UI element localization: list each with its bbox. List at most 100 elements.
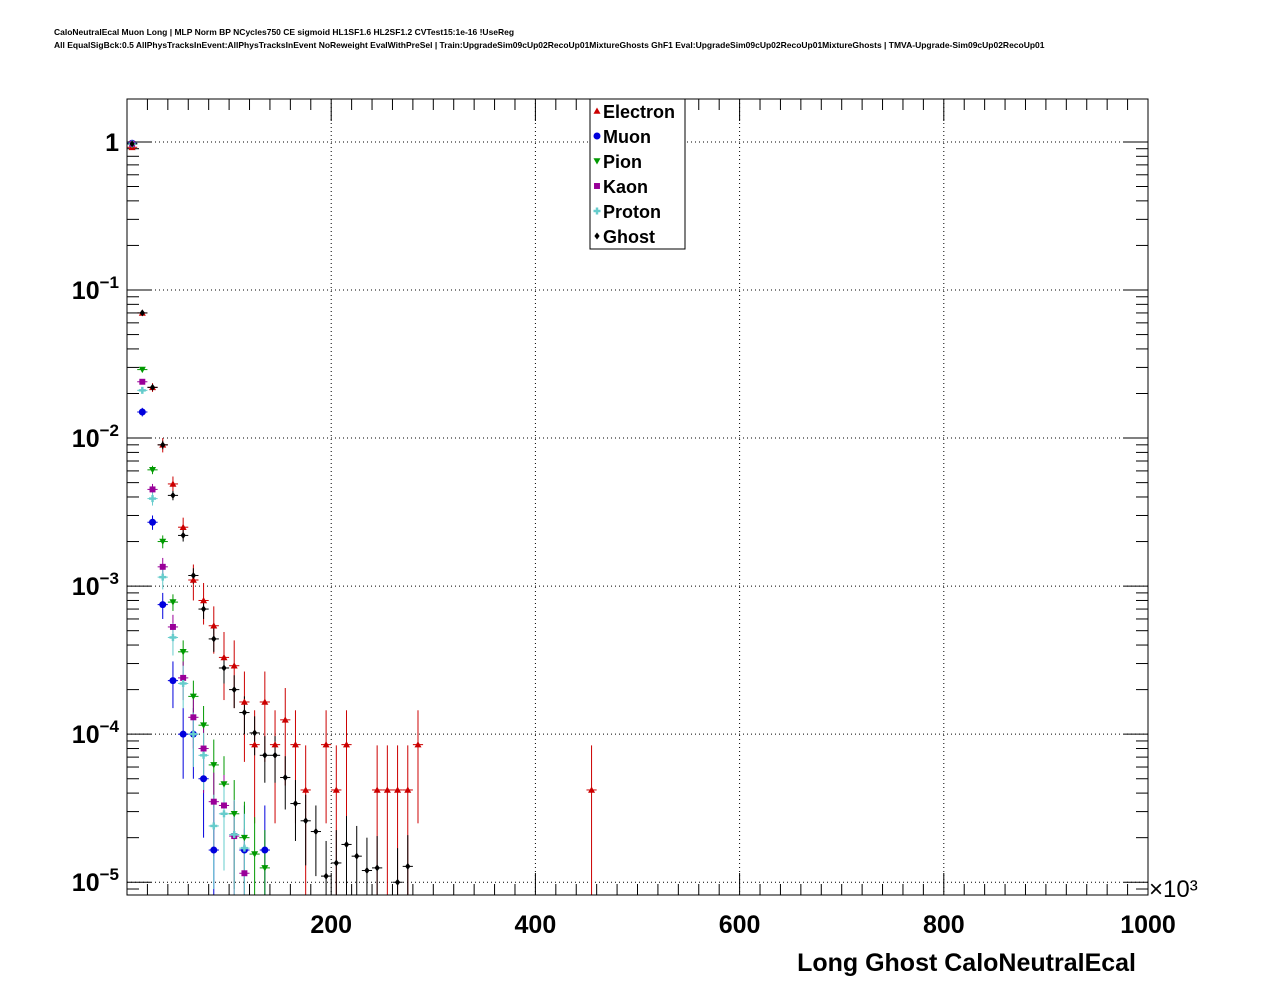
y-tick-label: 10−1 [72, 273, 119, 305]
chart-header-line2: All EqualSigBck:0.5 AllPhysTracksInEvent… [54, 40, 1045, 50]
y-tick-labels: 1 10−1 10−2 10−3 10−4 10−5 [72, 129, 120, 897]
legend-marker-kaon [594, 183, 600, 189]
ghost-point [292, 800, 299, 808]
y-tick-label: 1 [105, 129, 119, 157]
pion-point [159, 538, 167, 546]
legend-label-muon: Muon [603, 127, 651, 147]
electron-point [179, 523, 187, 531]
proton-point [220, 810, 228, 818]
legend-label-ghost: Ghost [603, 227, 655, 247]
electron-point [251, 741, 259, 748]
kaon-point [180, 674, 187, 681]
x-tick-labels: 200 400 600 800 1000 [310, 911, 1175, 939]
pion-point [220, 781, 228, 788]
ghost-point [313, 828, 319, 836]
ghost-point [241, 709, 248, 717]
proton-point [210, 822, 218, 830]
proton-point [189, 730, 197, 738]
ghost-point [303, 817, 309, 825]
electron-point [230, 662, 238, 669]
ghost-point [343, 840, 350, 848]
muon-point [159, 601, 167, 609]
electron-point [291, 741, 299, 748]
error-bars [127, 142, 597, 895]
ghost-point [272, 751, 278, 759]
proton-point [169, 633, 177, 641]
y-tick-label: 10−3 [72, 569, 119, 601]
electron-point [271, 741, 279, 748]
ghost-point [180, 531, 186, 539]
x-axis-title: Long Ghost CaloNeutralEcal [797, 949, 1136, 977]
electron-point [343, 741, 351, 748]
kaon-point [221, 802, 227, 809]
pion-point [261, 865, 269, 872]
muon-point [200, 775, 208, 783]
kaon-point [159, 563, 166, 570]
ghost-point [262, 751, 268, 759]
pion-point [138, 366, 146, 374]
legend-marker-muon [593, 132, 601, 140]
electron-point [220, 653, 228, 661]
data-markers [128, 139, 596, 886]
proton-point [149, 495, 157, 503]
kaon-point [190, 714, 197, 721]
x-tick-label: 1000 [1120, 911, 1176, 939]
axis-ticks [127, 99, 1148, 895]
y-tick-label: 10−5 [72, 865, 119, 897]
proton-point [230, 831, 238, 839]
legend-marker-ghost [594, 232, 600, 240]
pion-point [169, 599, 177, 606]
electron-point [414, 741, 422, 748]
electron-point [404, 786, 412, 793]
ghost-point [160, 441, 166, 449]
chart-header-line1: CaloNeutralEcal Muon Long | MLP Norm BP … [54, 27, 515, 37]
pion-point [210, 762, 218, 769]
y-tick-label: 10−4 [72, 717, 120, 749]
electron-point [261, 698, 269, 705]
kaon-point [149, 486, 156, 493]
muon-point [169, 677, 177, 685]
muon-point [261, 846, 269, 854]
ghost-point [139, 309, 145, 317]
legend-label-electron: Electron [603, 102, 675, 122]
electron-point [588, 786, 596, 793]
pion-point [240, 834, 248, 842]
ghost-point [149, 383, 156, 391]
ghost-point [374, 864, 380, 872]
electron-point [169, 480, 177, 487]
electron-point [210, 622, 218, 629]
electron-point [383, 786, 391, 793]
proton-point [159, 573, 167, 581]
x-tick-label: 600 [719, 911, 761, 939]
ghost-point [190, 571, 196, 579]
kaon-point [241, 870, 248, 877]
legend-label-kaon: Kaon [603, 177, 648, 197]
ghost-point [211, 635, 217, 643]
ghost-point [252, 729, 258, 737]
legend-marker-proton [593, 207, 601, 215]
kaon-point [169, 623, 176, 630]
pion-point [149, 467, 157, 474]
x-tick-label: 400 [515, 911, 557, 939]
proton-point [200, 751, 208, 759]
pion-point [189, 693, 197, 700]
electron-point [200, 596, 208, 604]
muon-point [210, 846, 218, 854]
electron-point [189, 576, 197, 583]
ghost-point [364, 867, 370, 875]
ghost-point [221, 664, 227, 672]
legend-marker-electron [593, 107, 601, 114]
x-tick-label: 200 [310, 911, 352, 939]
ghost-point [323, 872, 329, 880]
ghost-point [405, 862, 411, 870]
pion-point [179, 649, 187, 656]
ghost-point [231, 686, 237, 694]
legend-label-proton: Proton [603, 202, 661, 222]
legend: Electron Muon Pion Kaon Proton Ghost [589, 98, 686, 250]
muon-point [138, 408, 146, 416]
legend-marker-pion [593, 158, 601, 165]
x-tick-label: 800 [923, 911, 965, 939]
ghost-point [333, 859, 339, 867]
pion-point [230, 810, 238, 818]
electron-point [394, 786, 402, 793]
